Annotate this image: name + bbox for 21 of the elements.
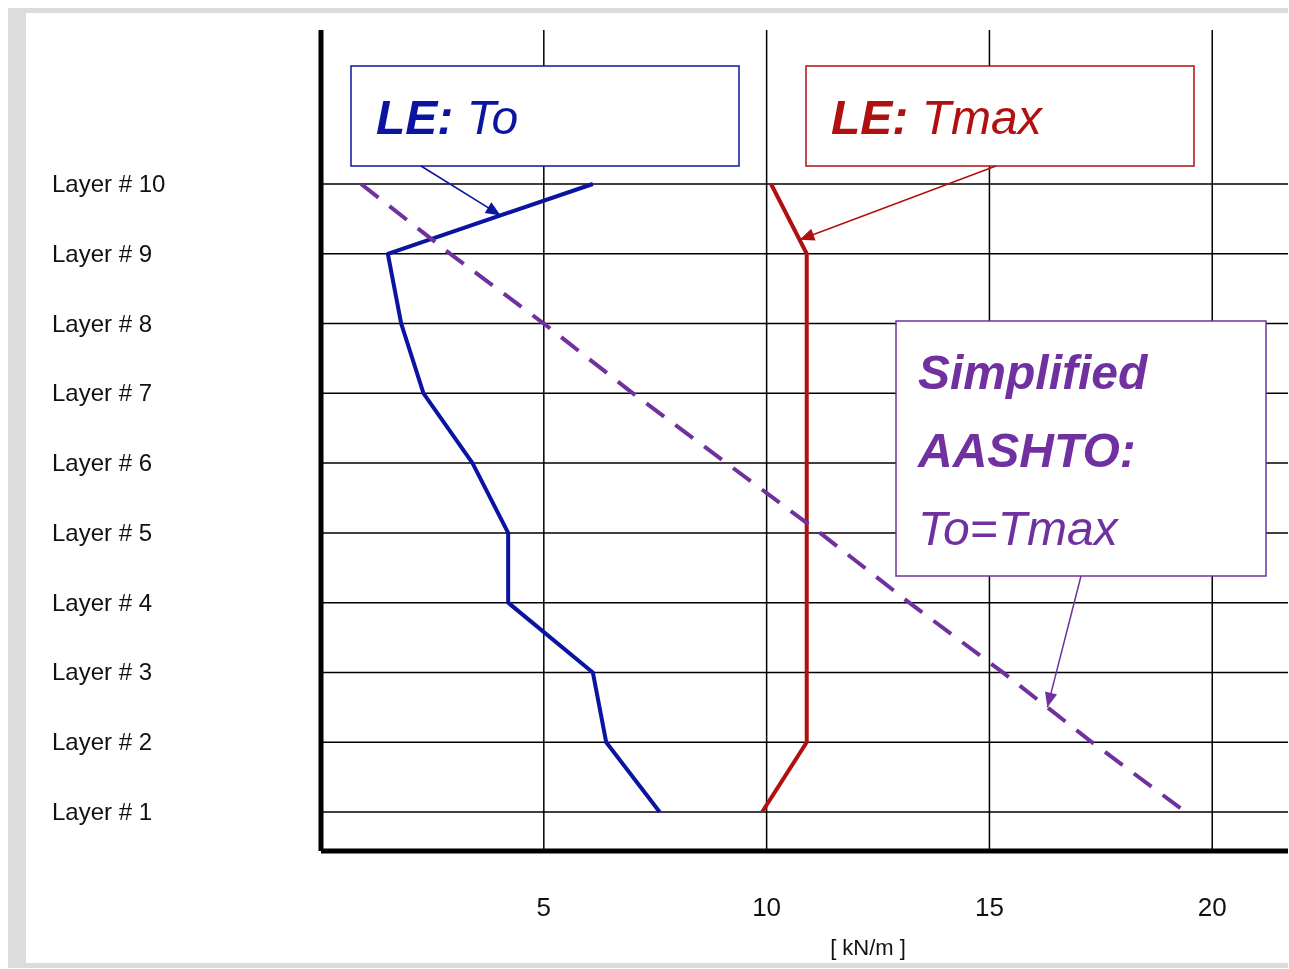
y-tick-label: Layer # 9 [52,239,153,267]
label-box: LE: To [350,65,740,167]
series-label: LE: Tmax [831,91,1044,144]
x-axis-title: [ kN/m ] [830,935,906,960]
y-tick-label: Layer # 6 [52,449,153,477]
y-tick-label: Layer # 8 [52,309,153,337]
series-label: Simplified AASHTO: To=Tmax [917,346,1150,555]
label-box: Simplified AASHTO: To=Tmax [895,320,1267,577]
y-tick-label: Layer # 1 [52,798,153,825]
y-tick-label: Layer # 4 [52,588,153,616]
y-tick-label: Layer # 10 [52,170,166,197]
x-tick-label: 15 [974,892,1004,922]
y-tick-label: Layer # 7 [52,379,153,407]
y-tick-label: Layer # 3 [52,658,153,686]
series-label: LE: To [376,91,519,144]
y-tick-label: Layer # 5 [52,518,153,546]
x-tick-label: 5 [536,892,552,922]
x-tick-label: 10 [752,892,782,922]
x-tick-label: 20 [1197,892,1227,922]
y-tick-label: Layer # 2 [52,728,153,756]
label-box: LE: Tmax [805,65,1195,167]
